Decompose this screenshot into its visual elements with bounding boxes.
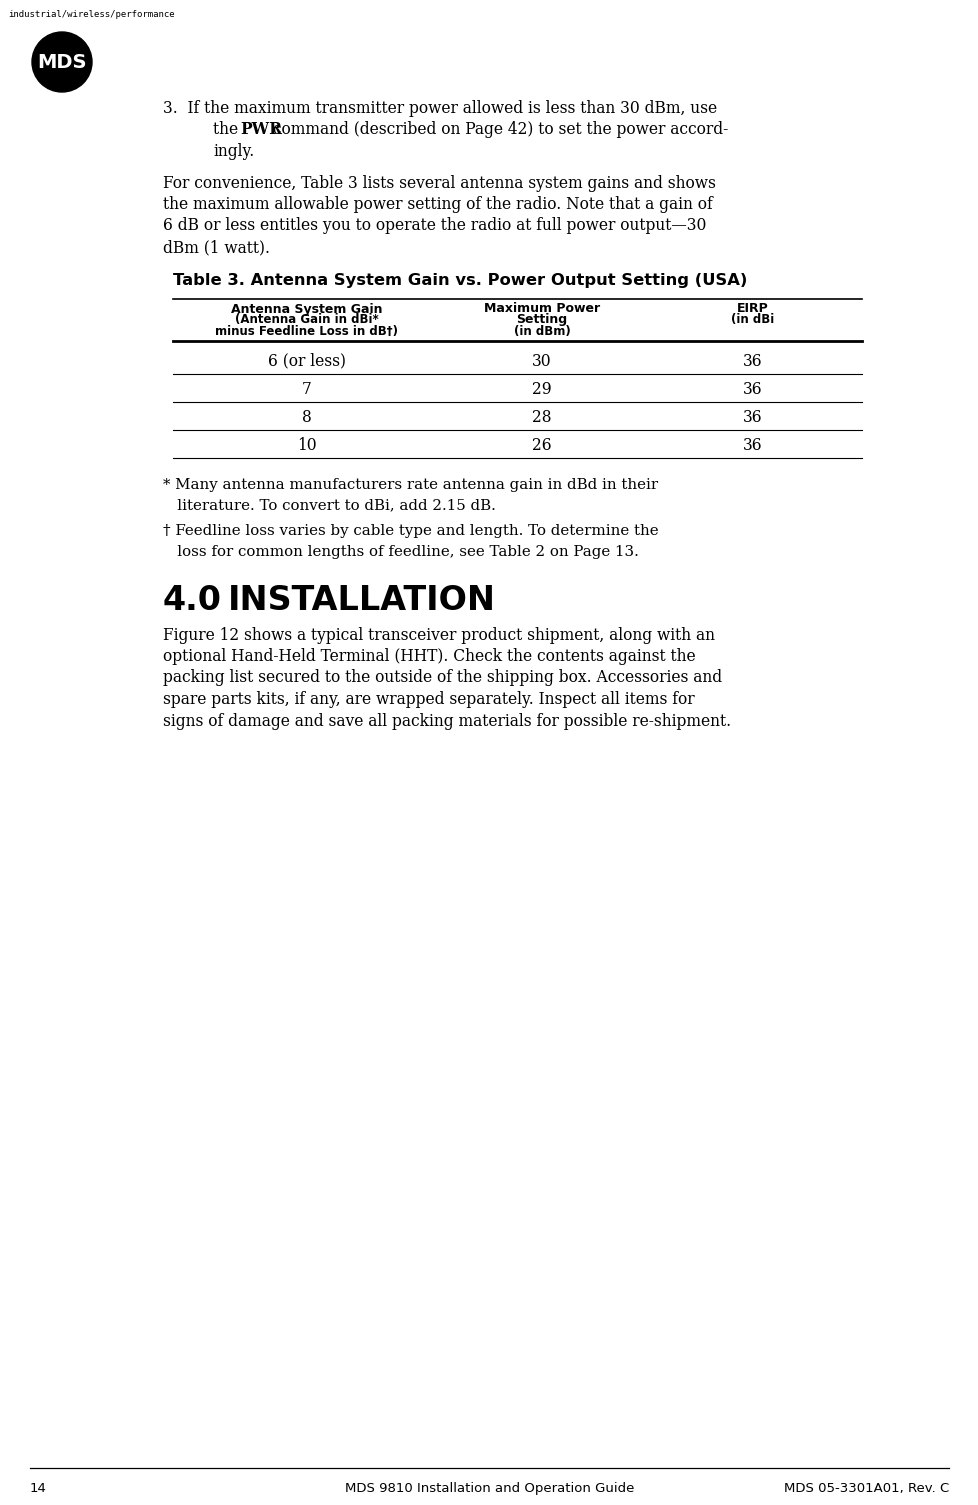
Text: literature. To convert to dBi, add 2.15 dB.: literature. To convert to dBi, add 2.15 …	[162, 498, 496, 512]
Text: * Many antenna manufacturers rate antenna gain in dBd in their: * Many antenna manufacturers rate antenn…	[162, 477, 657, 492]
Text: MDS: MDS	[37, 53, 87, 72]
Text: 7: 7	[302, 381, 312, 397]
Text: Antenna System Gain: Antenna System Gain	[231, 303, 382, 316]
Text: 3.  If the maximum transmitter power allowed is less than 30 dBm, use: 3. If the maximum transmitter power allo…	[162, 99, 717, 117]
Text: command (described on Page 42) to set the power accord-: command (described on Page 42) to set th…	[268, 122, 728, 138]
Text: 36: 36	[742, 381, 762, 397]
Text: 26: 26	[532, 436, 552, 453]
Text: EIRP: EIRP	[735, 303, 768, 316]
Text: 36: 36	[742, 436, 762, 453]
Text: 36: 36	[742, 352, 762, 370]
Text: Setting: Setting	[516, 313, 567, 327]
Text: 8: 8	[302, 408, 312, 426]
Text: 36: 36	[742, 408, 762, 426]
Text: the maximum allowable power setting of the radio. Note that a gain of: the maximum allowable power setting of t…	[162, 196, 712, 214]
Text: 30: 30	[532, 352, 552, 370]
Text: 6 dB or less entitles you to operate the radio at full power output—30: 6 dB or less entitles you to operate the…	[162, 218, 706, 235]
Text: the: the	[213, 122, 243, 138]
Circle shape	[32, 32, 92, 92]
Text: dBm (1 watt).: dBm (1 watt).	[162, 239, 270, 256]
Text: INSTALLATION: INSTALLATION	[228, 584, 496, 617]
Text: (in dBm): (in dBm)	[513, 325, 570, 337]
Text: 14: 14	[30, 1482, 47, 1494]
Text: Table 3. Antenna System Gain vs. Power Output Setting (USA): Table 3. Antenna System Gain vs. Power O…	[173, 272, 746, 287]
Text: 28: 28	[532, 408, 552, 426]
Text: optional Hand-Held Terminal (HHT). Check the contents against the: optional Hand-Held Terminal (HHT). Check…	[162, 649, 695, 665]
Text: † Feedline loss varies by cable type and length. To determine the: † Feedline loss varies by cable type and…	[162, 525, 658, 539]
Text: (in dBi: (in dBi	[731, 313, 774, 327]
Text: spare parts kits, if any, are wrapped separately. Inspect all items for: spare parts kits, if any, are wrapped se…	[162, 691, 694, 707]
Text: loss for common lengths of feedline, see Table 2 on Page 13.: loss for common lengths of feedline, see…	[162, 545, 639, 558]
Text: For convenience, Table 3 lists several antenna system gains and shows: For convenience, Table 3 lists several a…	[162, 175, 715, 191]
Text: 10: 10	[297, 436, 317, 453]
Text: Maximum Power: Maximum Power	[483, 303, 600, 316]
Text: ingly.: ingly.	[213, 143, 254, 160]
Text: MDS 05-3301A01, Rev. C: MDS 05-3301A01, Rev. C	[783, 1482, 948, 1494]
Text: 6 (or less): 6 (or less)	[268, 352, 345, 370]
Text: Figure 12 shows a typical transceiver product shipment, along with an: Figure 12 shows a typical transceiver pr…	[162, 626, 714, 644]
Text: 29: 29	[532, 381, 552, 397]
Text: PWR: PWR	[240, 122, 282, 138]
Text: minus Feedline Loss in dB†): minus Feedline Loss in dB†)	[215, 325, 398, 337]
Text: industrial/wireless/performance: industrial/wireless/performance	[8, 11, 174, 20]
Text: MDS 9810 Installation and Operation Guide: MDS 9810 Installation and Operation Guid…	[344, 1482, 634, 1494]
Text: signs of damage and save all packing materials for possible re-shipment.: signs of damage and save all packing mat…	[162, 712, 731, 730]
Text: (Antenna Gain in dBi*: (Antenna Gain in dBi*	[235, 313, 378, 327]
Text: 4.0: 4.0	[162, 584, 222, 617]
Text: packing list secured to the outside of the shipping box. Accessories and: packing list secured to the outside of t…	[162, 670, 722, 686]
